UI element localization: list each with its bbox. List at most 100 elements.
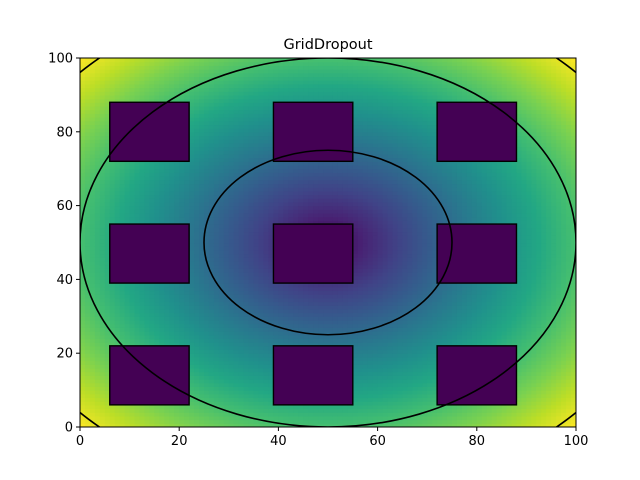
heatmap-cell	[169, 176, 175, 181]
heatmap-cell	[293, 327, 299, 332]
heatmap-cell	[313, 80, 319, 85]
heatmap-cell	[84, 161, 91, 166]
heatmap-cell	[189, 264, 195, 269]
heatmap-cell	[99, 135, 106, 140]
heatmap-cell	[149, 176, 155, 181]
heatmap-cell	[189, 209, 195, 214]
heatmap-cell	[233, 334, 240, 340]
heatmap-cell	[218, 360, 225, 365]
heatmap-cell	[223, 238, 230, 244]
heatmap-cell	[194, 331, 200, 336]
heatmap-cell	[189, 216, 195, 221]
heatmap-cell	[243, 382, 250, 388]
heatmap-cell	[204, 76, 210, 81]
heatmap-cell	[243, 146, 250, 151]
heatmap-cell	[228, 220, 235, 225]
heatmap-cell	[263, 323, 270, 328]
heatmap-cell	[184, 190, 190, 196]
heatmap-cell	[318, 331, 324, 336]
heatmap-cell	[194, 342, 200, 347]
heatmap-cell	[243, 61, 250, 66]
heatmap-cell	[84, 323, 91, 328]
heatmap-cell	[308, 220, 314, 225]
heatmap-cell	[258, 69, 265, 74]
heatmap-cell	[114, 220, 121, 225]
heatmap-cell	[149, 286, 155, 292]
heatmap-cell	[268, 349, 275, 354]
heatmap-cell	[303, 58, 309, 63]
heatmap-cell	[80, 65, 86, 70]
heatmap-cell	[80, 153, 86, 159]
heatmap-cell	[114, 312, 121, 317]
heatmap-cell	[194, 379, 200, 384]
heatmap-cell	[129, 423, 136, 427]
heatmap-cell	[223, 290, 230, 295]
heatmap-cell	[273, 58, 279, 63]
heatmap-cell	[94, 94, 101, 100]
heatmap-cell	[199, 242, 205, 247]
heatmap-cell	[199, 286, 205, 292]
heatmap-cell	[213, 415, 220, 421]
heatmap-cell	[238, 201, 245, 207]
heatmap-cell	[268, 83, 275, 89]
heatmap-cell	[248, 264, 255, 269]
heatmap-cell	[189, 408, 195, 413]
heatmap-cell	[233, 227, 240, 233]
heatmap-cell	[268, 264, 275, 269]
heatmap-cell	[243, 165, 250, 170]
heatmap-cell	[134, 205, 141, 210]
heatmap-cell	[154, 209, 160, 214]
heatmap-cell	[298, 338, 304, 343]
heatmap-cell	[80, 356, 86, 362]
heatmap-cell	[213, 80, 220, 85]
heatmap-cell	[164, 179, 170, 185]
heatmap-cell	[243, 393, 250, 399]
heatmap-cell	[283, 331, 289, 336]
heatmap-cell	[80, 135, 86, 140]
heatmap-cell	[243, 356, 250, 362]
heatmap-cell	[104, 153, 111, 159]
heatmap-cell	[179, 316, 185, 321]
heatmap-cell	[233, 209, 240, 214]
heatmap-cell	[288, 98, 294, 103]
heatmap-cell	[208, 172, 215, 177]
heatmap-cell	[134, 83, 141, 89]
heatmap-cell	[84, 179, 91, 185]
heatmap-cell	[308, 323, 314, 328]
heatmap-cell	[149, 190, 155, 196]
heatmap-cell	[89, 342, 96, 347]
heatmap-cell	[248, 150, 255, 155]
heatmap-cell	[303, 98, 309, 103]
heatmap-cell	[238, 390, 245, 395]
heatmap-cell	[223, 349, 230, 354]
heatmap-cell	[119, 76, 126, 81]
heatmap-cell	[94, 397, 101, 402]
heatmap-cell	[94, 83, 101, 89]
heatmap-cell	[223, 235, 230, 240]
heatmap-cell	[184, 165, 190, 170]
heatmap-cell	[258, 194, 265, 199]
heatmap-cell	[213, 301, 220, 306]
heatmap-cell	[298, 294, 304, 299]
heatmap-cell	[208, 83, 215, 89]
heatmap-cell	[204, 168, 210, 173]
heatmap-cell	[199, 124, 205, 129]
heatmap-cell	[99, 334, 106, 340]
heatmap-cell	[204, 338, 210, 343]
heatmap-cell	[228, 393, 235, 399]
heatmap-cell	[99, 139, 106, 144]
heatmap-cell	[159, 94, 165, 100]
heatmap-cell	[258, 275, 265, 280]
heatmap-cell	[248, 220, 255, 225]
heatmap-cell	[223, 334, 230, 340]
heatmap-cell	[104, 375, 111, 380]
heatmap-cell	[139, 419, 146, 424]
heatmap-cell	[104, 128, 111, 133]
heatmap-cell	[263, 120, 270, 126]
heatmap-cell	[293, 76, 299, 81]
heatmap-cell	[233, 242, 240, 247]
heatmap-cell	[134, 220, 141, 225]
heatmap-cell	[139, 161, 146, 166]
heatmap-cell	[318, 305, 324, 310]
heatmap-cell	[194, 415, 200, 421]
